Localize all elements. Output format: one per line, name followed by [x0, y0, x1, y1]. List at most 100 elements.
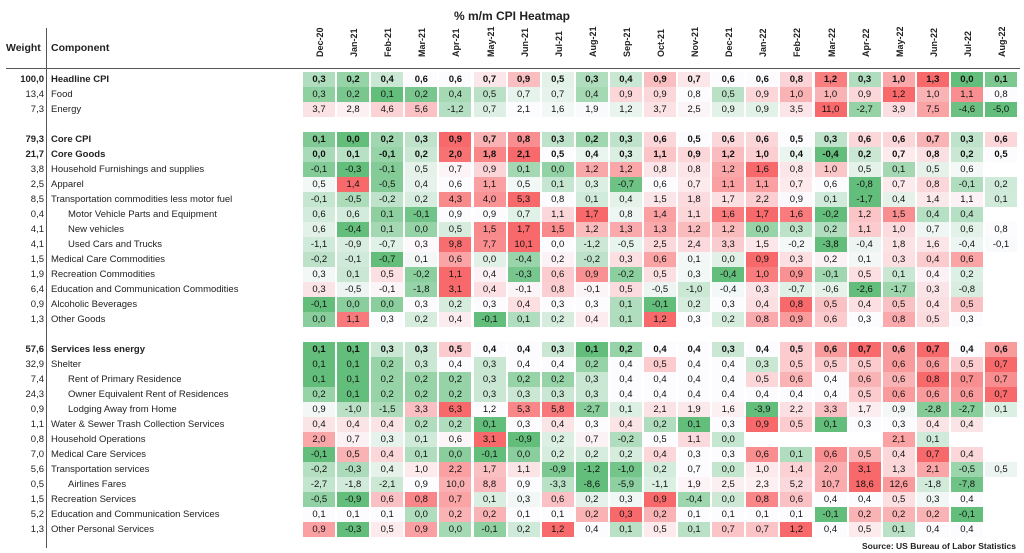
- heatmap-cell: 0,7: [473, 72, 506, 87]
- heatmap-cell: 0,1: [541, 177, 574, 192]
- heatmap-cell: 0,2: [439, 372, 472, 387]
- month-header: Jul-22: [955, 30, 981, 67]
- heatmap-cell: -5,9: [609, 477, 642, 492]
- row-weight: 1,5: [30, 254, 44, 265]
- row-weight: 7,4: [30, 374, 44, 385]
- heatmap-cell: 0,5: [337, 447, 370, 462]
- heatmap-cell: 0,3: [916, 492, 949, 507]
- heatmap-cell: 0,0: [405, 222, 438, 237]
- month-label: Feb-21: [383, 27, 394, 57]
- heatmap-cell: 0,9: [473, 162, 506, 177]
- heatmap-cell: 0,3: [575, 387, 608, 402]
- row-weight: 13,4: [25, 89, 45, 100]
- heatmap-cell: 1,5: [541, 222, 574, 237]
- heatmap-cell: 0,5: [644, 522, 676, 537]
- heatmap-cell: 0,1: [473, 417, 506, 432]
- heatmap-cell: 1,2: [814, 72, 847, 87]
- heatmap-cell: -0,2: [609, 432, 642, 447]
- heatmap-cell: 0,7: [916, 132, 949, 147]
- heatmap-cell: 0,7: [916, 222, 949, 237]
- heatmap-cell: 0,3: [575, 417, 608, 432]
- heatmap-cell: 0,2: [814, 222, 847, 237]
- heatmap-cell: 5,3: [507, 192, 540, 207]
- heatmap-cell: 0,1: [814, 417, 847, 432]
- heatmap-cell: 2,5: [644, 237, 676, 252]
- row-weight: 2,5: [30, 179, 44, 190]
- heatmap-cell: 1,0: [882, 222, 915, 237]
- heatmap-cell: 0,2: [507, 522, 540, 537]
- heatmap-cell: 0,4: [644, 387, 676, 402]
- heatmap-cell: 0,4: [916, 252, 949, 267]
- heatmap-cell: 0,8: [916, 372, 949, 387]
- month-header: Mar-22: [819, 28, 845, 67]
- heatmap-cell: 0,3: [678, 312, 711, 327]
- heatmap-cell: 0,3: [848, 72, 881, 87]
- heatmap-cell: 0,4: [848, 297, 881, 312]
- row-weight: 24,3: [25, 389, 45, 400]
- heatmap-cell: 2,0: [814, 462, 847, 477]
- heatmap-cell: 0,0: [712, 252, 745, 267]
- heatmap-cell: 0,2: [541, 372, 574, 387]
- heatmap-cell: 0,6: [882, 342, 915, 357]
- month-header: Jan-22: [750, 28, 776, 67]
- heatmap-cell: 0,2: [439, 297, 472, 312]
- heatmap-cell: 0,7: [337, 432, 370, 447]
- heatmap-cell: -2,7: [848, 102, 881, 117]
- heatmap-cell: 2,5: [678, 102, 711, 117]
- heatmap-cell: 0,2: [405, 87, 438, 102]
- month-header: Feb-22: [784, 28, 810, 67]
- heatmap-cell: 2,1: [916, 462, 949, 477]
- heatmap-cell: 0,2: [848, 147, 881, 162]
- heatmap-cell: 0,6: [780, 372, 813, 387]
- heatmap-cell: 0,9: [644, 492, 676, 507]
- heatmap-cell: 0,8: [541, 192, 574, 207]
- heatmap-cell: 0,0: [405, 507, 438, 522]
- heatmap-cell: 0,3: [303, 72, 335, 87]
- heatmap-cell: 1,2: [678, 222, 711, 237]
- heatmap-cell: 1,1: [950, 192, 983, 207]
- heatmap-cell: 0,6: [712, 132, 745, 147]
- heatmap-cell: 0,8: [609, 207, 642, 222]
- heatmap-cell: 0,9: [678, 147, 711, 162]
- heatmap-cell: -3,9: [746, 402, 779, 417]
- row-component: Airlines Fares: [68, 479, 127, 490]
- heatmap-cell: 0,1: [473, 492, 506, 507]
- heatmap-cell: 9,8: [439, 237, 472, 252]
- heatmap-cell: 0,1: [985, 72, 1017, 87]
- heatmap-cell: 0,1: [337, 507, 370, 522]
- heatmap-cell: 0,2: [644, 462, 676, 477]
- heatmap-cell: 0,3: [541, 132, 574, 147]
- heatmap-cell: 0,2: [507, 372, 540, 387]
- heatmap-cell: 5,8: [541, 402, 574, 417]
- heatmap-cell: 0,6: [746, 132, 779, 147]
- heatmap-cell: 1,6: [746, 162, 779, 177]
- heatmap-cell: 1,1: [541, 207, 574, 222]
- heatmap-cell: 0,0: [303, 312, 335, 327]
- heatmap-cell: 0,0: [712, 432, 745, 447]
- month-header: May-21: [478, 26, 504, 67]
- row-weight: 1,9: [30, 269, 44, 280]
- heatmap-cell: 0,4: [950, 522, 983, 537]
- heatmap-cell: 0,4: [780, 147, 813, 162]
- month-header: Aug-22: [989, 26, 1015, 67]
- month-header: Jul-21: [546, 30, 572, 67]
- heatmap-cell: 0,8: [507, 132, 540, 147]
- heatmap-cell: 0,4: [916, 522, 949, 537]
- heatmap-cell: 0,4: [405, 177, 438, 192]
- heatmap-cell: 1,1: [473, 177, 506, 192]
- heatmap-cell: 0,1: [371, 507, 404, 522]
- heatmap-cell: 0,2: [644, 417, 676, 432]
- heatmap-cell: -1,8: [337, 477, 370, 492]
- heatmap-cell: -2,8: [916, 402, 949, 417]
- heatmap-cell: 0,3: [541, 342, 574, 357]
- heatmap-cell: 0,4: [916, 297, 949, 312]
- heatmap-cell: -1,0: [609, 462, 642, 477]
- heatmap-cell: 0,6: [950, 252, 983, 267]
- heatmap-cell: 0,4: [916, 267, 949, 282]
- heatmap-cell: 0,6: [985, 342, 1017, 357]
- heatmap-cell: 2,3: [746, 477, 779, 492]
- heatmap-cell: 0,4: [644, 372, 676, 387]
- month-label: Jan-22: [758, 28, 769, 57]
- heatmap-cell: 0,1: [848, 252, 881, 267]
- heatmap-cell: 0,4: [712, 372, 745, 387]
